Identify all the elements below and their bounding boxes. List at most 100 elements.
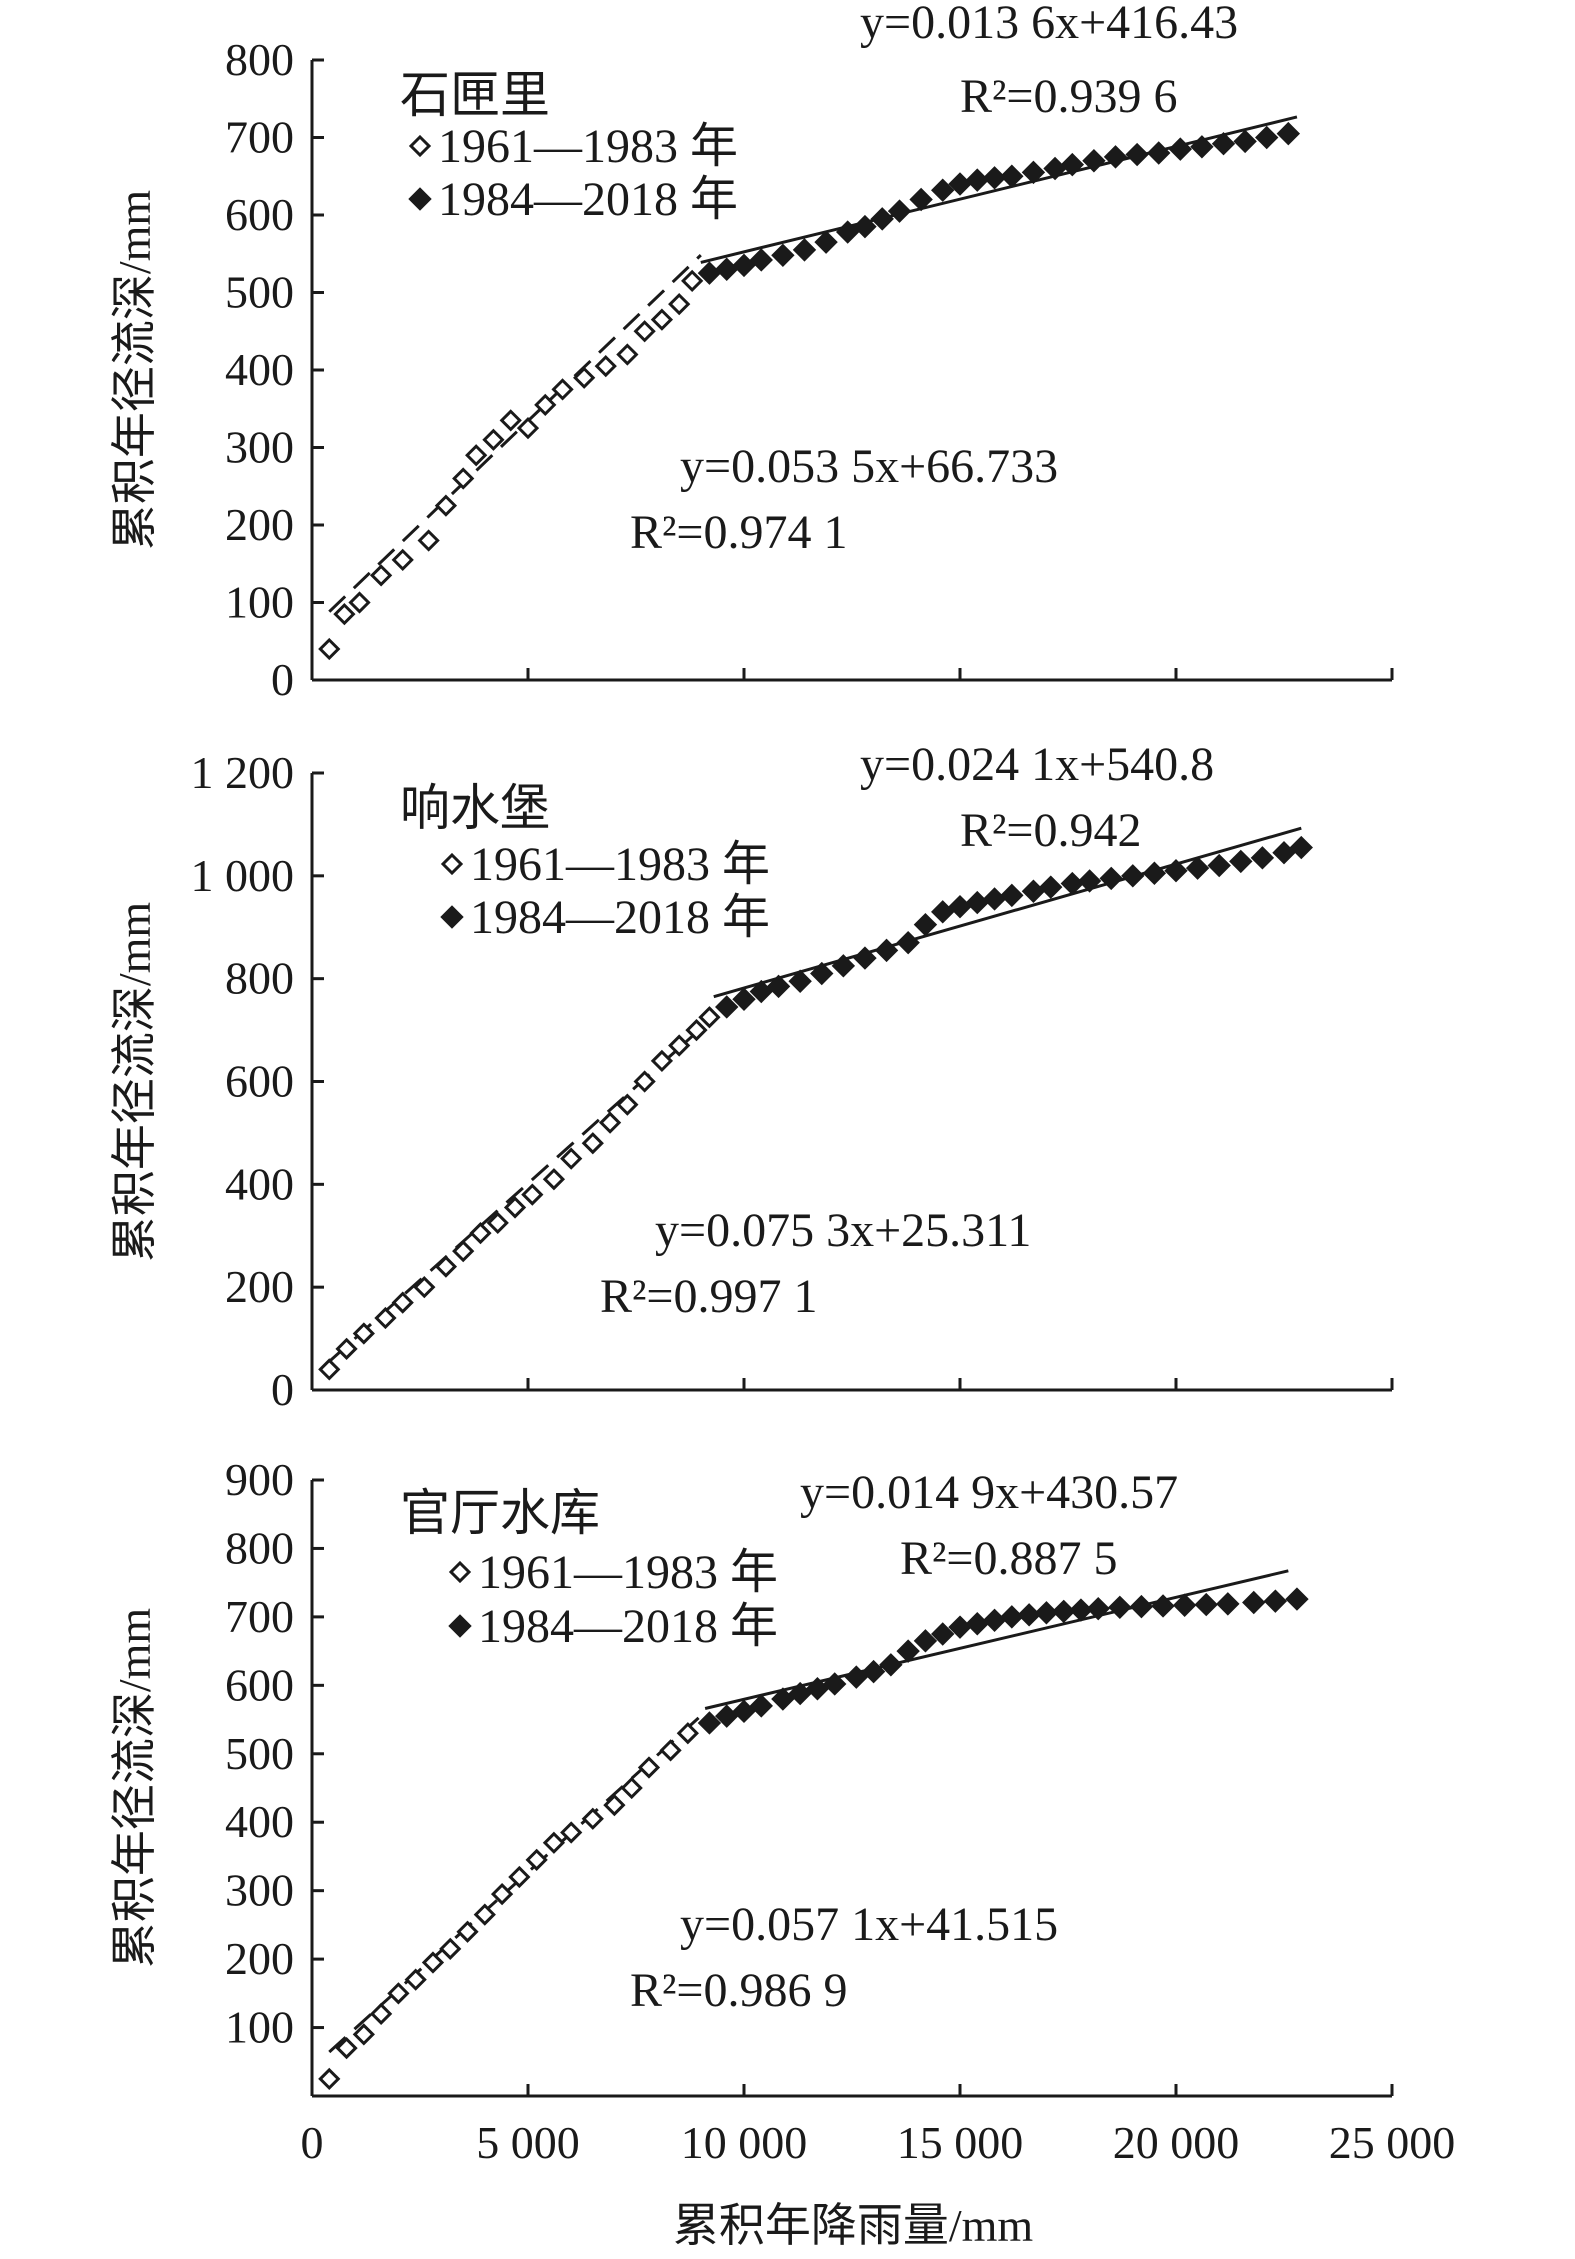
y-axis-label: 累积年径流深/mm bbox=[109, 902, 160, 1263]
data-point-1961-1983 bbox=[348, 591, 371, 614]
fit-line-1984-2018 bbox=[700, 115, 1298, 264]
y-axis-label: 累积年径流深/mm bbox=[109, 190, 160, 551]
data-point-1961-1983 bbox=[581, 1807, 604, 1830]
data-point-1984-2018 bbox=[1151, 1594, 1175, 1618]
data-point-1984-2018 bbox=[732, 1699, 756, 1724]
fit-equation: y=0.013 6x+416.43 bbox=[860, 0, 1238, 49]
data-point-1961-1983 bbox=[486, 1211, 509, 1235]
data-point-1984-2018 bbox=[965, 1612, 989, 1636]
legend-item-1961-1983: 1961—1983 年 bbox=[408, 120, 738, 173]
x-tick-label: 10 000 bbox=[681, 2117, 808, 2168]
data-point-1961-1983 bbox=[369, 564, 393, 587]
data-point-1961-1983 bbox=[581, 1132, 604, 1155]
legend-item-1961-1983: 1961—1983 年 bbox=[440, 838, 770, 891]
y-tick-label: 500 bbox=[225, 1728, 294, 1779]
legend-label: 1961—1983 年 bbox=[478, 1546, 778, 1599]
data-point-1984-2018 bbox=[1051, 1599, 1076, 1624]
data-point-1961-1983 bbox=[434, 1255, 458, 1278]
y-tick-label: 0 bbox=[271, 654, 294, 705]
x-tick-label: 20 000 bbox=[1113, 2117, 1240, 2168]
data-point-1984-2018 bbox=[1168, 137, 1193, 161]
data-point-1961-1983 bbox=[421, 1951, 445, 1974]
data-point-1984-2018 bbox=[931, 900, 955, 924]
data-point-1984-2018 bbox=[1082, 149, 1106, 173]
data-point-1984-2018 bbox=[870, 207, 894, 231]
legend-label: 1984—2018 年 bbox=[478, 1600, 778, 1653]
data-point-1984-2018 bbox=[1285, 1587, 1309, 1611]
data-point-1984-2018 bbox=[1289, 835, 1313, 860]
data-point-1961-1983 bbox=[465, 444, 488, 467]
data-point-1984-2018 bbox=[1000, 164, 1024, 188]
x-tick-label: 15 000 bbox=[897, 2117, 1024, 2168]
fit-equation: y=0.024 1x+540.8 bbox=[860, 738, 1214, 791]
y-tick-label: 300 bbox=[225, 1865, 294, 1916]
data-point-1984-2018 bbox=[1021, 160, 1046, 185]
data-point-1961-1983 bbox=[387, 1982, 410, 2005]
y-tick-label: 1 200 bbox=[191, 747, 295, 798]
data-point-1961-1983 bbox=[637, 1756, 661, 1779]
fit-line-1984-2018 bbox=[713, 826, 1302, 999]
data-point-1961-1983 bbox=[681, 269, 704, 292]
open-diamond-icon bbox=[448, 1560, 472, 1584]
y-tick-label: 1 000 bbox=[191, 850, 295, 901]
data-point-1961-1983 bbox=[439, 1937, 462, 1960]
fit-r-squared: R²=0.974 1 bbox=[630, 506, 847, 559]
data-point-1984-2018 bbox=[1211, 131, 1236, 156]
data-point-1961-1983 bbox=[659, 1739, 682, 1762]
data-point-1961-1983 bbox=[469, 1222, 492, 1245]
data-point-1961-1983 bbox=[318, 1358, 341, 1381]
data-point-1984-2018 bbox=[732, 253, 756, 278]
y-tick-label: 200 bbox=[225, 1933, 294, 1984]
y-tick-label: 700 bbox=[225, 112, 294, 163]
panel-title: 石匣里 bbox=[400, 67, 550, 123]
data-point-1984-2018 bbox=[853, 214, 877, 239]
data-point-1984-2018 bbox=[879, 1653, 903, 1677]
data-point-1961-1983 bbox=[685, 1018, 708, 1042]
data-point-1961-1983 bbox=[391, 1291, 414, 1314]
data-point-1984-2018 bbox=[1086, 1596, 1110, 1621]
y-tick-label: 400 bbox=[225, 1158, 294, 1209]
y-tick-label: 100 bbox=[225, 2002, 294, 2053]
data-point-1984-2018 bbox=[1077, 869, 1102, 893]
data-point-1984-2018 bbox=[823, 1672, 847, 1696]
data-point-1961-1983 bbox=[490, 1882, 514, 1906]
open-diamond-icon bbox=[408, 134, 432, 158]
data-point-1961-1983 bbox=[369, 2002, 393, 2025]
data-point-1961-1983 bbox=[620, 1776, 643, 1800]
data-point-1961-1983 bbox=[616, 343, 639, 366]
data-point-1961-1983 bbox=[374, 1306, 397, 1330]
data-point-1961-1983 bbox=[333, 603, 356, 626]
data-point-1961-1983 bbox=[573, 366, 596, 389]
data-point-1984-2018 bbox=[887, 199, 912, 223]
data-point-1984-2018 bbox=[948, 894, 972, 919]
data-point-1961-1983 bbox=[542, 1831, 566, 1854]
data-point-1961-1983 bbox=[534, 393, 557, 416]
data-point-1984-2018 bbox=[1147, 141, 1171, 165]
x-axis-label: 累积年降雨量/mm bbox=[673, 2200, 1034, 2251]
data-point-1984-2018 bbox=[788, 1681, 812, 1706]
legend-label: 1961—1983 年 bbox=[470, 838, 770, 891]
data-point-1961-1983 bbox=[456, 1920, 479, 1943]
data-point-1984-2018 bbox=[1263, 1589, 1288, 1613]
fit-equation: y=0.053 5x+66.733 bbox=[680, 440, 1058, 493]
data-point-1984-2018 bbox=[1172, 1593, 1197, 1617]
filled-diamond-icon bbox=[440, 905, 464, 929]
y-tick-label: 100 bbox=[225, 577, 294, 628]
legend-label: 1961—1983 年 bbox=[438, 120, 738, 173]
data-point-1961-1983 bbox=[318, 637, 341, 661]
y-tick-label: 700 bbox=[225, 1591, 294, 1642]
data-point-1961-1983 bbox=[452, 1240, 475, 1263]
data-point-1961-1983 bbox=[335, 2036, 358, 2060]
data-point-1961-1983 bbox=[352, 2023, 375, 2046]
y-tick-label: 800 bbox=[225, 1522, 294, 1573]
data-point-1984-2018 bbox=[1103, 145, 1128, 169]
data-point-1984-2018 bbox=[982, 166, 1007, 190]
data-point-1961-1983 bbox=[603, 1793, 626, 1817]
data-point-1984-2018 bbox=[874, 938, 899, 963]
fit-equation: y=0.057 1x+41.515 bbox=[680, 1898, 1058, 1951]
data-point-1961-1983 bbox=[508, 1865, 531, 1889]
data-point-1984-2018 bbox=[1272, 840, 1296, 865]
x-tick-label: 0 bbox=[301, 2117, 324, 2168]
fit-r-squared: R²=0.997 1 bbox=[600, 1270, 817, 1323]
